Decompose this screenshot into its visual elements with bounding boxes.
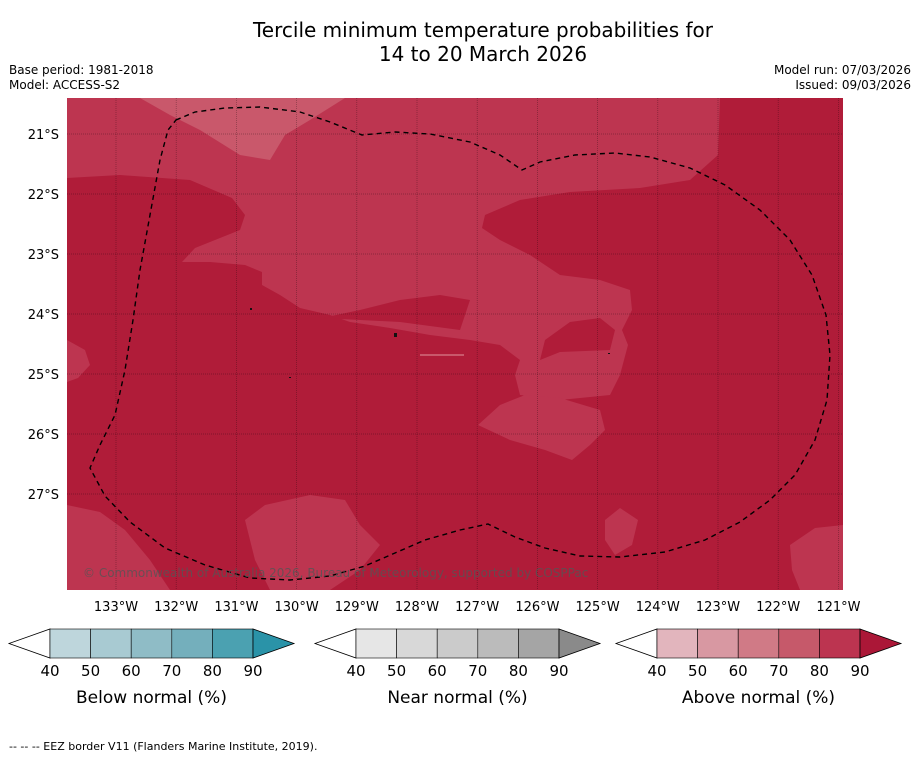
speck-3 xyxy=(250,308,252,310)
colorbar-segment xyxy=(212,628,254,659)
colorbar-extend-low xyxy=(313,628,357,659)
colorbar-segment xyxy=(518,628,560,659)
colorbar-tick-label: 80 xyxy=(810,662,829,680)
issued-date: Issued: 09/03/2026 xyxy=(795,78,911,92)
colorbar-segment xyxy=(171,628,213,659)
lon-tick-label: 121°W xyxy=(816,600,860,615)
colorbar-tick-label: 80 xyxy=(203,662,222,680)
colorbar-tick-label: 70 xyxy=(468,662,487,680)
field-above-mid-sw xyxy=(67,505,170,590)
field-above-high-lobe-2 xyxy=(540,318,615,360)
colorbar-segment xyxy=(355,628,397,659)
model-run: Model run: 07/03/2026 xyxy=(773,63,911,77)
colorbar-segment xyxy=(90,628,132,659)
colorbar-tick-label: 50 xyxy=(387,662,406,680)
colorbar-tick-label: 70 xyxy=(162,662,181,680)
eez-border xyxy=(89,106,831,581)
colorbar-segment xyxy=(697,628,739,659)
lon-tick-label: 132°W xyxy=(154,600,198,615)
lat-tick-label: 21°S xyxy=(28,128,59,143)
longitude-axis: 133°W 132°W 131°W 130°W 129°W 128°W 127°W 126°W… xyxy=(94,600,861,615)
lon-tick-label: 130°W xyxy=(275,600,319,615)
colorbar-label: Near normal (%) xyxy=(387,688,527,708)
meta-left: Base period: 1981-2018 Model: ACCESS-S2 xyxy=(9,63,154,93)
lon-tick-label: 131°W xyxy=(214,600,258,615)
colorbar-tick-label: 90 xyxy=(549,662,568,680)
latitude-axis: 21°S 22°S 23°S 24°S 25°S 26°S 27°S xyxy=(28,128,59,503)
footer-note: -- -- -- EEZ border V11 (Flanders Marine… xyxy=(9,740,318,753)
colorbar-label: Above normal (%) xyxy=(682,688,835,708)
colorbar-segment xyxy=(819,628,861,659)
lat-tick-label: 23°S xyxy=(28,248,59,263)
lat-tick-label: 22°S xyxy=(28,188,59,203)
colorbar-extend-high xyxy=(558,628,602,659)
gridlines xyxy=(67,98,843,590)
field-above-low-cap xyxy=(140,98,345,160)
colorbar-extend-high xyxy=(859,628,903,659)
colorbar-tick-label: 80 xyxy=(509,662,528,680)
colorbar-segment xyxy=(778,628,820,659)
colorbar-segment xyxy=(49,628,91,659)
field-above-mid-west xyxy=(67,340,90,382)
colorbar-tick-label: 50 xyxy=(81,662,100,680)
field-above-mid-central xyxy=(478,395,605,460)
meta-right: Model run: 07/03/2026 Issued: 09/03/2026 xyxy=(774,63,911,93)
colorbar-segment xyxy=(477,628,519,659)
model-name: Model: ACCESS-S2 xyxy=(9,78,121,92)
copyright-notice: © Commonwealth of Australia 2026, Bureau… xyxy=(83,566,588,580)
colorbar-extend-high xyxy=(252,628,296,659)
field-above-mid-north xyxy=(67,98,720,400)
lon-tick-label: 133°W xyxy=(94,600,138,615)
lat-tick-label: 27°S xyxy=(28,488,59,503)
colorbar-extend-low xyxy=(7,628,51,659)
lon-tick-label: 124°W xyxy=(636,600,680,615)
field-above-mid-east xyxy=(790,525,843,590)
probability-field: © Commonwealth of Australia 2026, Bureau… xyxy=(67,98,843,590)
legends: 40 50 60 70 80 90 Below normal (%) 40 50 60 70 80 90… xyxy=(7,628,903,708)
colorbar-segment xyxy=(737,628,780,659)
colorbar-tick-label: 60 xyxy=(122,662,141,680)
lon-tick-label: 127°W xyxy=(455,600,499,615)
colorbar-segment xyxy=(436,628,479,659)
near-normal-colorbar: 40 50 60 70 80 90 Near normal (%) xyxy=(313,628,602,708)
colorbar-label: Below normal (%) xyxy=(76,688,227,708)
speck-2 xyxy=(394,333,397,337)
field-above-high-lobe xyxy=(322,295,470,330)
lon-tick-label: 128°W xyxy=(395,600,439,615)
speck-1 xyxy=(420,354,464,356)
lon-tick-label: 125°W xyxy=(576,600,620,615)
lon-tick-label: 122°W xyxy=(756,600,800,615)
title-line-2: 14 to 20 March 2026 xyxy=(378,42,588,66)
above-normal-colorbar: 40 50 60 70 80 90 Above normal (%) xyxy=(614,628,903,708)
chart-title: Tercile minimum temperature probabilitie… xyxy=(0,18,919,66)
lat-tick-label: 26°S xyxy=(28,428,59,443)
lat-tick-label: 24°S xyxy=(28,308,59,323)
speck-4 xyxy=(289,377,291,378)
title-line-1: Tercile minimum temperature probabilitie… xyxy=(252,18,714,42)
colorbar-tick-label: 90 xyxy=(850,662,869,680)
below-normal-colorbar: 40 50 60 70 80 90 Below normal (%) xyxy=(7,628,296,708)
lat-tick-label: 25°S xyxy=(28,368,59,383)
field-above-mid-se xyxy=(605,508,638,555)
lon-tick-label: 126°W xyxy=(515,600,559,615)
colorbar-tick-label: 50 xyxy=(688,662,707,680)
colorbar-tick-label: 60 xyxy=(428,662,447,680)
map-figure: © Commonwealth of Australia 2026, Bureau… xyxy=(7,98,903,708)
colorbar-segment xyxy=(130,628,173,659)
lon-tick-label: 129°W xyxy=(335,600,379,615)
base-period: Base period: 1981-2018 xyxy=(9,63,154,77)
colorbar-extend-low xyxy=(614,628,658,659)
colorbar-segment xyxy=(656,628,698,659)
colorbar-segment xyxy=(396,628,438,659)
colorbar-tick-label: 90 xyxy=(243,662,262,680)
field-above-mid-south xyxy=(245,495,380,590)
colorbar-tick-label: 40 xyxy=(346,662,365,680)
lon-tick-label: 123°W xyxy=(696,600,740,615)
speck-5 xyxy=(608,353,610,354)
colorbar-tick-label: 40 xyxy=(40,662,59,680)
colorbar-tick-label: 40 xyxy=(647,662,666,680)
colorbar-tick-label: 70 xyxy=(769,662,788,680)
colorbar-tick-label: 60 xyxy=(729,662,748,680)
